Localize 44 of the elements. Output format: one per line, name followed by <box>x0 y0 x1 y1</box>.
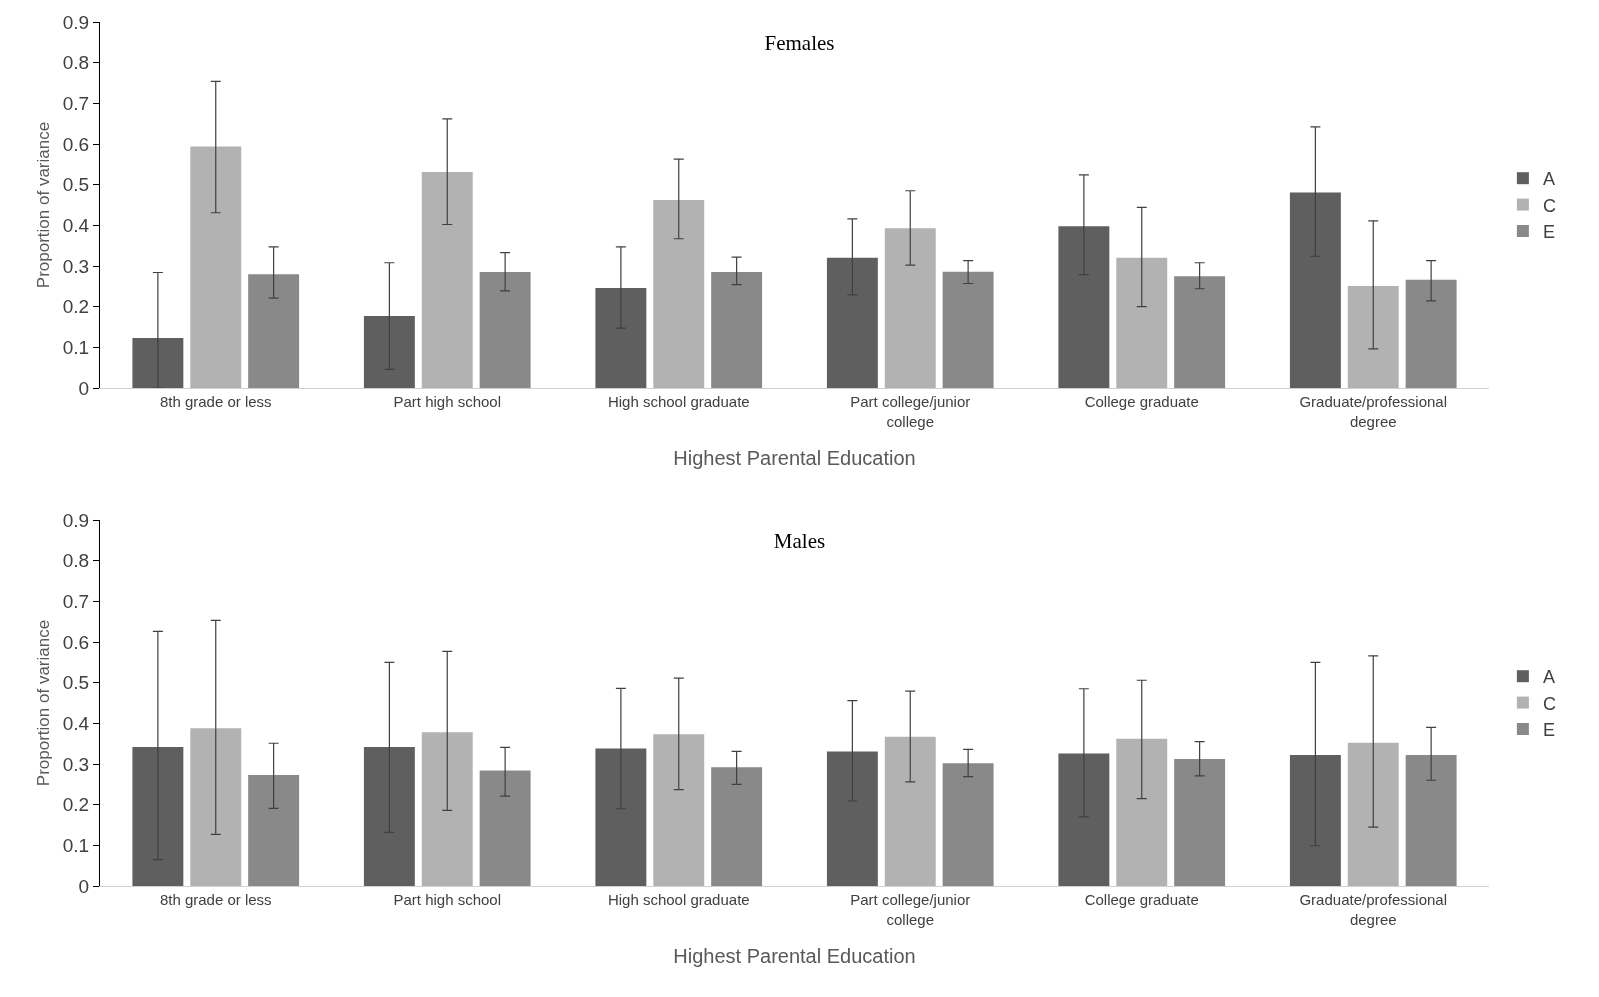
x-tick-label: Part college/junior college <box>850 891 971 928</box>
x-tick-label: Part college/junior college <box>850 393 971 430</box>
y-tick-label: 0.8 <box>62 52 90 74</box>
y-tick-label: 0.6 <box>62 631 90 653</box>
y-tick-label: 0.7 <box>62 92 90 114</box>
y-tick-label: 0.5 <box>62 174 90 196</box>
y-tick-label: 0.9 <box>62 11 90 33</box>
y-tick-label: 0.7 <box>62 590 90 612</box>
x-tick-label: High school graduate <box>607 891 750 908</box>
legend-label: C <box>1542 693 1556 714</box>
y-tick-label: 0.4 <box>62 214 90 236</box>
legend-label: A <box>1542 169 1555 190</box>
x-tick-label: College graduate <box>1084 393 1199 410</box>
y-tick-label: 0.2 <box>62 794 90 816</box>
legend-label: C <box>1542 195 1556 216</box>
y-tick-label: 0.3 <box>62 255 90 277</box>
y-tick-label: 0 <box>78 377 90 399</box>
y-tick-label: 0.9 <box>62 509 90 531</box>
x-tick-label: Graduate/professional degree <box>1299 891 1448 928</box>
y-tick-label: 0.4 <box>62 712 90 734</box>
y-tick-label: 0.6 <box>62 133 90 155</box>
x-tick-label: Graduate/professional degree <box>1299 393 1448 430</box>
y-tick-label: 0 <box>78 875 90 897</box>
legend-label: A <box>1542 667 1555 688</box>
y-axis-title: Proportion of variance <box>34 121 54 289</box>
x-tick-label: High school graduate <box>607 393 750 410</box>
y-tick-label: 0.1 <box>62 336 90 358</box>
chart-title: Males <box>773 528 826 553</box>
legend-label: E <box>1542 720 1555 741</box>
y-tick-label: 0.3 <box>62 753 90 775</box>
x-tick-label: Part high school <box>393 393 502 410</box>
legend-label: E <box>1542 222 1555 243</box>
y-axis-title: Proportion of variance <box>34 619 54 787</box>
x-tick-label: 8th grade or less <box>159 891 272 908</box>
y-tick-label: 0.8 <box>62 550 90 572</box>
x-tick-label: College graduate <box>1084 891 1199 908</box>
chart-title: Females <box>764 30 835 55</box>
y-tick-label: 0.2 <box>62 296 90 318</box>
x-tick-label: 8th grade or less <box>159 393 272 410</box>
x-tick-label: Part high school <box>393 891 502 908</box>
x-axis-title: Highest Parental Education <box>673 945 916 967</box>
y-tick-label: 0.5 <box>62 672 90 694</box>
y-tick-label: 0.1 <box>62 834 90 856</box>
x-axis-title: Highest Parental Education <box>673 447 916 469</box>
